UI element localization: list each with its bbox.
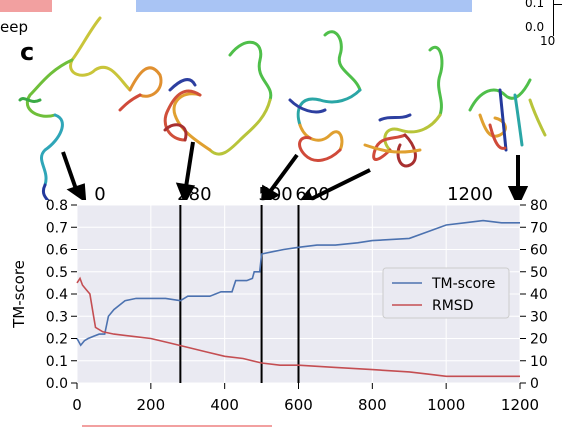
x-tick-label-4: 800 — [358, 396, 387, 414]
y-left-tick-label-4: 0.4 — [46, 287, 68, 303]
y-right-tick-label-2: 20 — [530, 332, 548, 348]
legend-label-rmsd: RMSD — [432, 298, 473, 314]
y-right-tick-label-4: 40 — [530, 287, 548, 303]
y-left-tick-label-6: 0.6 — [46, 243, 68, 259]
x-tick-label-5: 1000 — [427, 396, 465, 414]
structure-600 — [363, 46, 444, 168]
fragment-right-tick-1: 0.1 — [525, 0, 545, 10]
x-tick-label-1: 200 — [137, 396, 166, 414]
marker-label-0: 0 — [94, 184, 105, 205]
y-right-tick-label-7: 70 — [530, 220, 548, 236]
arrowhead-1200 — [507, 186, 529, 200]
arrowhead-500 — [261, 184, 281, 200]
top-left-color-bar — [0, 0, 52, 12]
fragment-right-tick-2: 0.0 — [525, 20, 545, 34]
y-right-tick-label-5: 50 — [530, 265, 548, 281]
marker-lines — [179, 205, 300, 383]
fragment-left-text: eep — [0, 18, 28, 36]
y-right-tick-label-0: 0 — [530, 376, 539, 392]
marker-label-280: 280 — [177, 184, 211, 205]
structure-illustrations — [18, 16, 547, 200]
bottom-crop-fragment — [82, 425, 272, 427]
structure-280 — [163, 40, 273, 156]
y-right-tick-label-3: 30 — [530, 309, 548, 325]
y-left-tick-label-0: 0.0 — [46, 376, 68, 392]
x-tick-label-3: 600 — [284, 396, 313, 414]
arrow-0 — [61, 151, 79, 193]
arrowhead-280 — [175, 182, 196, 200]
top-center-color-bar — [136, 0, 472, 12]
structure-arrows — [61, 141, 529, 200]
x-tick-label-2: 400 — [210, 396, 239, 414]
legend: TM-score RMSD — [382, 267, 510, 319]
y-left-tick-label-7: 0.7 — [46, 220, 68, 236]
y-left-tick-label-2: 0.2 — [46, 332, 68, 348]
structure-500 — [288, 30, 362, 162]
legend-label-tm: TM-score — [431, 276, 495, 292]
y-left-tick-label-8: 0.8 — [46, 198, 68, 214]
marker-label-1200: 1200 — [447, 184, 493, 205]
series-line-rmsd — [76, 276, 520, 378]
y-left-tick-label-1: 0.1 — [46, 354, 68, 370]
marker-labels: 0 280 500 600 1200 — [94, 184, 493, 205]
fragment-right-axis-tick — [553, 4, 562, 5]
y-axis-label-left: TM-score — [10, 260, 28, 329]
marker-label-500: 500 — [258, 184, 292, 205]
structure-1200 — [468, 78, 547, 152]
y-right-tick-label-6: 60 — [530, 243, 548, 259]
fragment-right-axis-line — [553, 0, 554, 36]
arrow-500 — [267, 153, 299, 195]
arrow-280 — [184, 141, 195, 188]
x-tick-label-0: 0 — [72, 396, 82, 414]
y-right-tick-label-1: 10 — [530, 354, 548, 370]
arrowhead-0 — [66, 183, 87, 200]
x-tick-label-6: 1200 — [501, 396, 539, 414]
panel-label: c — [20, 38, 35, 66]
arrowhead-600 — [300, 189, 314, 200]
axes: 0 200 400 600 800 1000 12000.00.10.20.30.40.50… — [46, 198, 548, 414]
series-line-tm-score — [76, 219, 520, 347]
y-left-tick-label-3: 0.3 — [46, 309, 68, 325]
y-right-tick-label-8: 80 — [530, 198, 548, 214]
structure-0 — [18, 16, 163, 200]
y-left-tick-label-5: 0.5 — [46, 265, 68, 281]
series-lines — [76, 219, 520, 378]
arrow-600 — [310, 168, 371, 200]
marker-label-600: 600 — [295, 184, 329, 205]
fragment-right-tick-3: 10 — [540, 34, 556, 48]
